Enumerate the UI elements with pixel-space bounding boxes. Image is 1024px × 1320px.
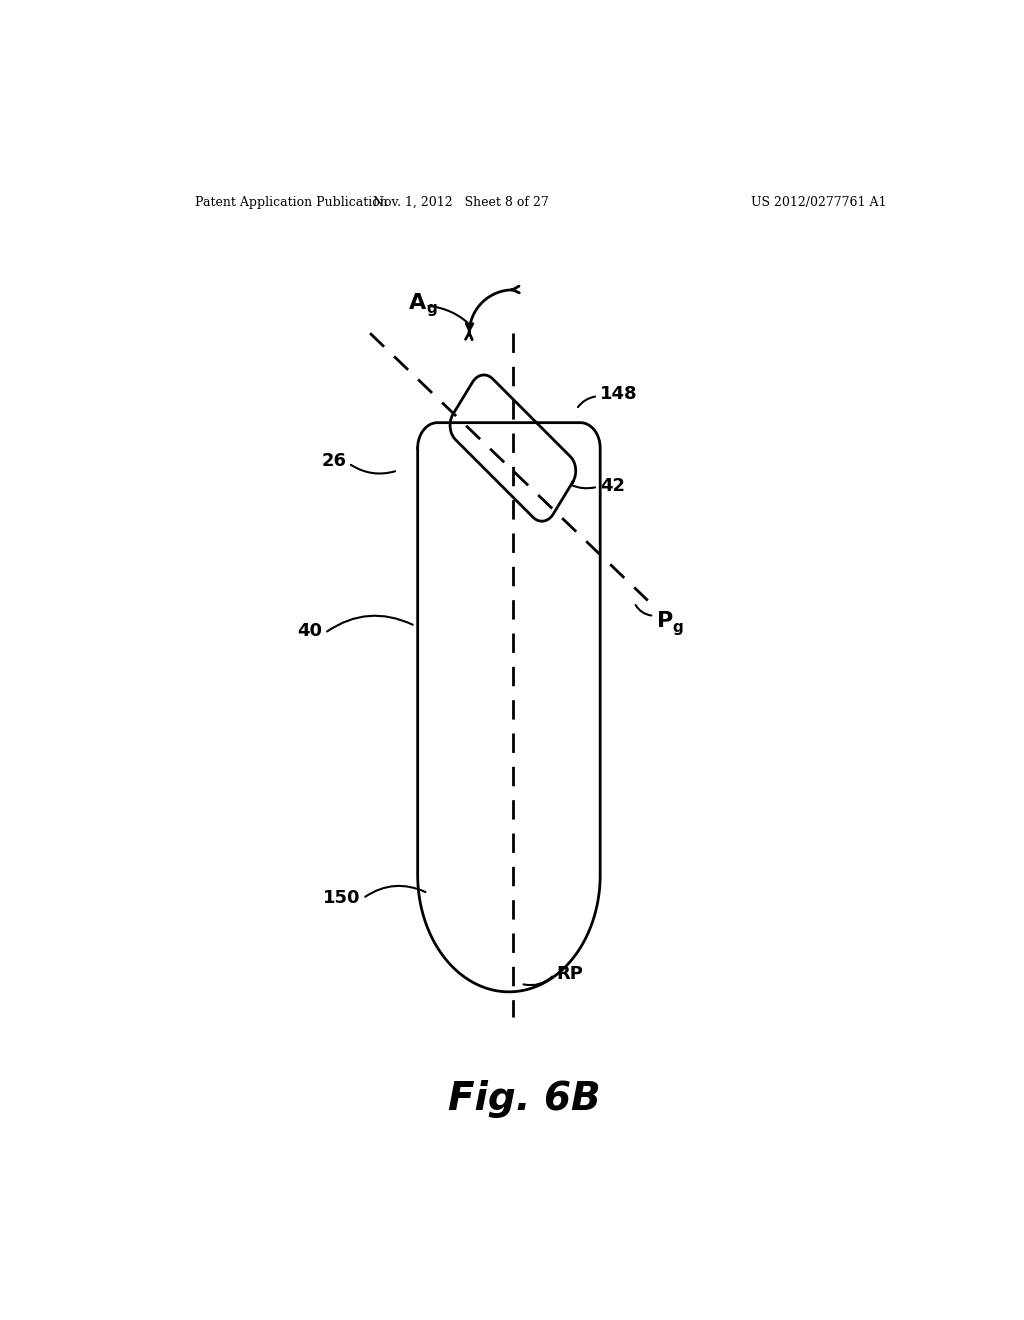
Text: RP: RP xyxy=(557,965,584,982)
Text: $\mathbf{A}$: $\mathbf{A}$ xyxy=(409,293,427,313)
Text: 148: 148 xyxy=(600,385,638,403)
Text: $\mathbf{g}$: $\mathbf{g}$ xyxy=(672,620,683,638)
Text: Patent Application Publication: Patent Application Publication xyxy=(196,195,388,209)
Text: $\mathbf{P}$: $\mathbf{P}$ xyxy=(655,611,673,631)
Text: Nov. 1, 2012   Sheet 8 of 27: Nov. 1, 2012 Sheet 8 of 27 xyxy=(374,195,549,209)
Text: $\mathbf{g}$: $\mathbf{g}$ xyxy=(426,302,437,318)
Text: 42: 42 xyxy=(600,477,626,495)
Text: Fig. 6B: Fig. 6B xyxy=(449,1080,601,1118)
Text: 26: 26 xyxy=(322,453,346,470)
Text: US 2012/0277761 A1: US 2012/0277761 A1 xyxy=(751,195,886,209)
Text: 150: 150 xyxy=(323,890,360,907)
Text: 40: 40 xyxy=(297,622,323,640)
